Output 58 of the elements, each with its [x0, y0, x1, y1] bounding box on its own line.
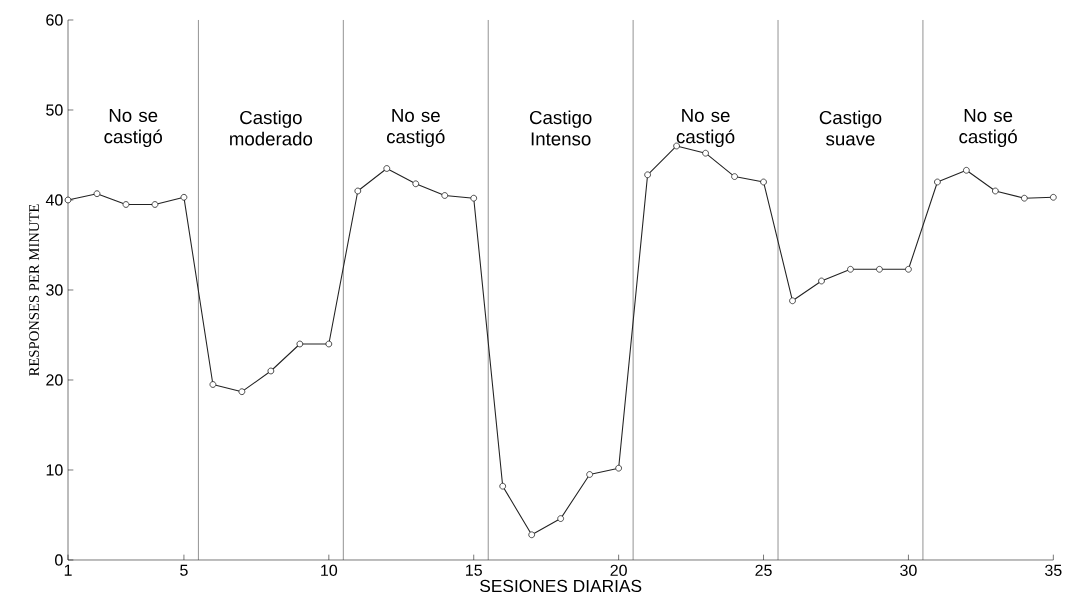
y-tick-label: 30	[46, 284, 63, 296]
x-tick-label: 25	[755, 564, 772, 577]
point	[383, 165, 391, 172]
x-tick-label: 1	[64, 564, 72, 576]
point	[702, 149, 709, 157]
y-tick-label: 10	[46, 464, 63, 476]
point	[1050, 193, 1057, 201]
point	[93, 190, 101, 198]
point	[209, 381, 217, 388]
point	[499, 482, 507, 490]
point	[818, 277, 825, 285]
point	[905, 265, 912, 273]
point	[557, 515, 564, 522]
y-tick-label: 60	[46, 14, 63, 26]
annotation: No se castigó	[676, 108, 735, 148]
point	[267, 367, 275, 375]
point	[586, 471, 593, 478]
point	[354, 187, 362, 195]
y-tick-label: 0	[55, 554, 63, 566]
annotation: No se castigó	[104, 108, 162, 148]
annotation: Castigo suave	[819, 110, 882, 146]
point	[847, 265, 854, 273]
y-tick-label: 20	[46, 374, 63, 386]
x-tick-label: 20	[610, 564, 627, 577]
point	[470, 194, 478, 202]
x-tick-label: 5	[180, 564, 188, 576]
point	[876, 265, 883, 273]
point	[441, 192, 449, 199]
point	[64, 196, 72, 204]
x-axis-title: SESIONES DIARIAS	[480, 579, 642, 593]
point	[644, 171, 651, 179]
point	[412, 180, 420, 188]
point	[789, 297, 796, 305]
y-tick-label: 50	[46, 104, 63, 116]
point	[151, 201, 159, 208]
annotation: No se castigó	[959, 108, 1017, 148]
y-axis-title: RESPONSES PER MINUTE	[29, 204, 40, 376]
point	[122, 201, 130, 208]
x-tick-label: 30	[900, 564, 917, 577]
annotation: Castigo moderado	[230, 110, 313, 146]
point	[238, 388, 246, 396]
point	[528, 531, 536, 539]
x-tick-label: 15	[466, 564, 482, 576]
x-tick-label: 35	[1045, 564, 1062, 577]
x-tick-label: 10	[321, 564, 338, 577]
annotation: Castigo Intenso	[529, 110, 592, 146]
point	[760, 178, 767, 186]
point	[615, 464, 622, 472]
point	[992, 187, 999, 195]
point	[296, 340, 304, 348]
point	[934, 178, 941, 186]
point	[963, 166, 970, 174]
y-tick-label: 40	[45, 194, 63, 206]
point	[325, 340, 333, 348]
point	[1021, 194, 1028, 202]
point	[731, 173, 738, 180]
annotation: No se castigó	[386, 108, 445, 148]
point	[180, 193, 188, 201]
